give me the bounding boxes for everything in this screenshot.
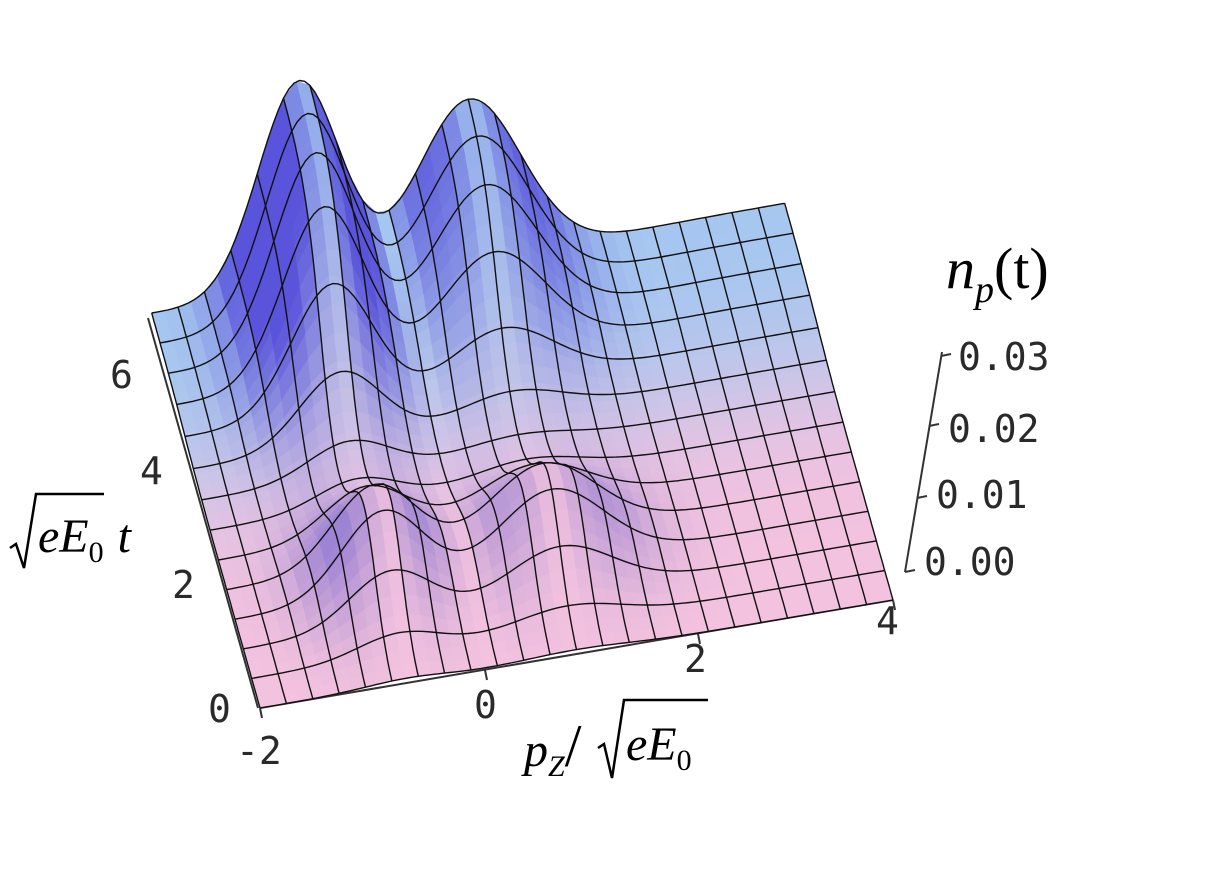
surface xyxy=(151,80,894,709)
z-ticks-marks xyxy=(904,353,952,573)
z-axis-title: np(t) xyxy=(946,236,1049,311)
z-tick-labels: 0.00 0.01 0.02 0.03 xyxy=(924,335,1050,584)
x-tick-label: 4 xyxy=(876,599,899,643)
mesh-line-p xyxy=(203,291,314,699)
y-title-suffix: t xyxy=(118,510,133,563)
mesh-line-p xyxy=(177,306,288,704)
mesh-line-p xyxy=(625,230,736,628)
mesh-line-p xyxy=(493,113,604,646)
y-title-radicand: eE xyxy=(38,510,89,563)
y-tick-label: 4 xyxy=(140,449,163,493)
mesh-line-p xyxy=(704,217,815,614)
mesh-line-p xyxy=(441,124,551,655)
mesh-line-p xyxy=(678,222,789,619)
x-title-radicand-sub: 0 xyxy=(677,744,692,777)
x-tick-labels: -2 0 2 4 xyxy=(236,599,899,773)
mesh-line-p xyxy=(151,312,261,709)
mesh-line-p xyxy=(599,231,710,632)
z-tick-label: 0.02 xyxy=(948,407,1040,451)
mesh-line-p xyxy=(784,203,894,601)
mesh-line-p xyxy=(652,226,762,623)
y-axis-line xyxy=(147,317,259,709)
mesh-line-p xyxy=(256,173,367,688)
z-axis-line xyxy=(904,351,943,573)
svg-text:eE0: eE0 xyxy=(626,718,692,777)
y-title-radicand-sub: 0 xyxy=(89,536,104,569)
z-title-suffix: (t) xyxy=(994,236,1049,301)
mesh-line-p xyxy=(757,207,868,605)
svg-text:pZ/: pZ/ xyxy=(521,713,582,783)
y-title-radical xyxy=(9,492,104,569)
z-tick-label: 0.03 xyxy=(958,335,1050,379)
z-title-sub: p xyxy=(972,269,994,311)
mesh-line-p xyxy=(731,212,841,610)
y-tick-label: 2 xyxy=(172,563,195,607)
z-title-base: n xyxy=(946,236,975,301)
mesh-line-p xyxy=(335,141,446,674)
x-title-radical xyxy=(597,698,708,779)
mesh-line-p xyxy=(362,200,472,671)
y-tick-label: 6 xyxy=(110,353,133,397)
mesh-line-p xyxy=(230,250,340,694)
mesh-line-p xyxy=(414,173,525,661)
mesh-line-p xyxy=(467,99,578,650)
z-tick-label: 0.01 xyxy=(936,473,1028,517)
mesh-lines-momentum xyxy=(151,85,894,709)
mesh-line-p xyxy=(282,98,393,682)
x-tick-label: 0 xyxy=(474,683,497,727)
mesh-line-p xyxy=(520,154,630,643)
y-tick-label: 0 xyxy=(208,687,231,731)
x-title-base: p xyxy=(521,724,548,777)
x-tick-label: 2 xyxy=(684,637,707,681)
svg-text:np(t): np(t) xyxy=(946,236,1049,311)
mesh-line-p xyxy=(388,210,499,666)
z-tick-label: 0.00 xyxy=(924,540,1016,584)
mesh-line-p xyxy=(546,196,657,640)
x-tick-label: -2 xyxy=(236,729,282,773)
x-title-sub: Z xyxy=(548,750,565,783)
x-axis-title: pZ/ eE0 xyxy=(521,698,708,783)
y-tick-labels: 0 2 4 6 xyxy=(110,353,231,731)
y-axis-title: eE0 t xyxy=(9,492,133,569)
x-ticks-marks xyxy=(259,599,896,719)
x-title-radicand: eE xyxy=(626,718,677,771)
mesh-line-p xyxy=(309,85,419,677)
mesh-line-p xyxy=(573,221,683,636)
x-title-sep: / xyxy=(565,713,582,779)
